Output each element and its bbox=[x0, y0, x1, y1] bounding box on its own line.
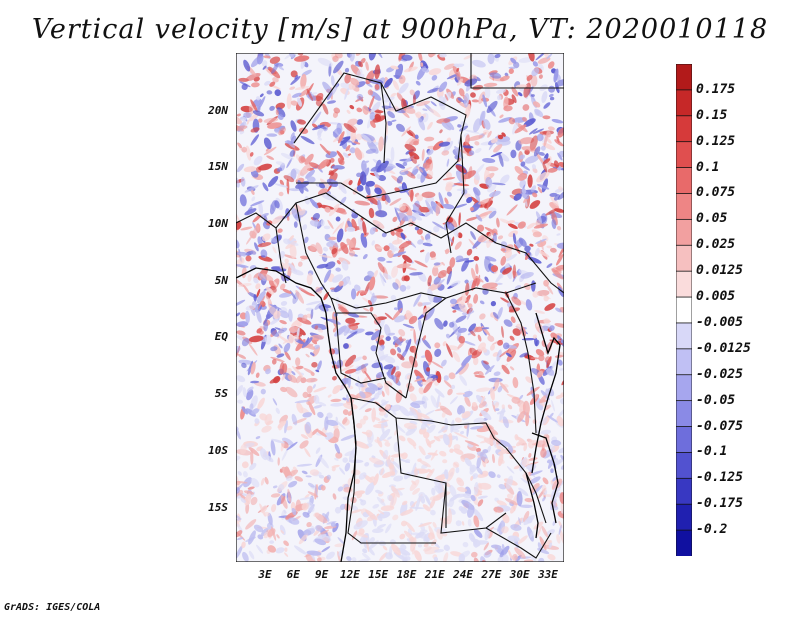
lon-label: 9E bbox=[314, 568, 329, 581]
colorbar-label: 0.125 bbox=[696, 133, 736, 149]
lon-label: 21E bbox=[424, 568, 445, 581]
colorbar-label: -0.2 bbox=[696, 522, 728, 538]
colorbar-segment bbox=[676, 218, 692, 247]
velocity-map bbox=[236, 53, 564, 562]
colorbar-segment bbox=[676, 115, 692, 143]
colorbar-segment bbox=[676, 426, 692, 454]
lon-label: 33E bbox=[538, 568, 558, 581]
lon-label: 30E bbox=[509, 568, 530, 581]
colorbar-segment bbox=[676, 400, 692, 428]
lat-label: 10N bbox=[208, 217, 228, 230]
colorbar-label: 0.15 bbox=[696, 107, 728, 123]
colorbar-label: -0.0125 bbox=[696, 340, 751, 356]
colorbar-label: -0.125 bbox=[696, 470, 743, 486]
colorbar-segment bbox=[676, 452, 692, 480]
colorbar-segment bbox=[676, 322, 692, 350]
colorbar bbox=[676, 64, 692, 556]
lon-label: 24E bbox=[453, 568, 474, 581]
colorbar-label: 0.05 bbox=[696, 211, 728, 227]
colorbar-label: -0.05 bbox=[696, 392, 736, 408]
colorbar-segment bbox=[676, 477, 692, 506]
colorbar-segment bbox=[676, 348, 692, 376]
map-title: Vertical velocity [m/s] at 900hPa, VT: 2… bbox=[31, 14, 769, 45]
colorbar-label: -0.005 bbox=[696, 314, 743, 330]
colorbar-segment bbox=[676, 193, 692, 221]
colorbar-segment bbox=[676, 89, 692, 117]
lon-label: 15E bbox=[368, 568, 389, 581]
colorbar-label: 0.075 bbox=[696, 185, 736, 201]
colorbar-label: -0.025 bbox=[696, 366, 743, 382]
lat-label: 15S bbox=[208, 501, 228, 514]
colorbar-segment bbox=[676, 167, 692, 195]
lon-label: 18E bbox=[396, 568, 417, 581]
colorbar-segment bbox=[676, 529, 692, 556]
coastline bbox=[236, 267, 561, 562]
lat-label: EQ bbox=[214, 330, 228, 343]
colorbar-label: 0.025 bbox=[696, 237, 736, 253]
lat-label: 5S bbox=[214, 387, 228, 400]
lat-label: 20N bbox=[208, 104, 228, 117]
colorbar-label: 0.1 bbox=[696, 159, 720, 175]
colorbar-segment bbox=[676, 244, 692, 273]
colorbar-segment bbox=[676, 64, 692, 91]
lon-label: 12E bbox=[339, 568, 360, 581]
colorbar-label: -0.175 bbox=[696, 496, 743, 512]
colorbar-segment bbox=[676, 270, 692, 298]
grads-credit: GrADS: IGES/COLA bbox=[4, 602, 101, 613]
lat-label: 10S bbox=[208, 444, 228, 457]
colorbar-segment bbox=[676, 296, 692, 324]
colorbar-segment bbox=[676, 374, 692, 402]
colorbar-segment bbox=[676, 503, 692, 532]
velocity-field bbox=[236, 53, 564, 562]
colorbar-label: -0.1 bbox=[696, 444, 728, 460]
colorbar-label: -0.075 bbox=[696, 418, 743, 434]
lat-label: 5N bbox=[214, 274, 228, 287]
colorbar-segment bbox=[676, 141, 692, 169]
lon-label: 6E bbox=[286, 568, 300, 581]
colorbar-label: 0.175 bbox=[696, 81, 736, 97]
lon-label: 3E bbox=[258, 568, 272, 581]
colorbar-label: 0.005 bbox=[696, 289, 736, 305]
colorbar-label: 0.0125 bbox=[696, 263, 743, 279]
lat-label: 15N bbox=[208, 160, 228, 173]
lon-label: 27E bbox=[481, 568, 502, 581]
